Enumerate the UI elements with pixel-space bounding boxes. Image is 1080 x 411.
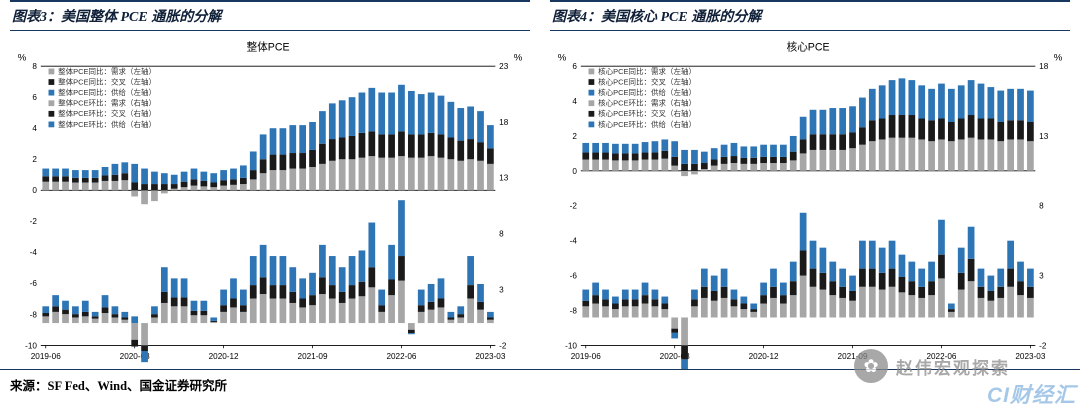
svg-text:-4: -4 [30,248,38,257]
svg-text:%: % [558,52,567,63]
chart-svg: 核心PCE% % 6 4 2 0 -2 -4 -6 -8 -10 18 13 8 3 -2 2019-06 202… [558,41,1063,369]
figure3-chart: 整体PCE%% 8 6 4 2 0 -2 -4 -6 -8 -10 23 18 13 8 3 -2 2019-06… [10,31,530,369]
source-line: 来源：SF Fed、Wind、国金证券研究所 [0,369,1080,394]
svg-text:-6: -6 [570,271,578,280]
svg-text:2020-03: 2020-03 [660,352,690,361]
chart-svg: 整体PCE% % 8 6 4 2 0 -2 -4 -6 -8 -10 23 18 13 8 3 -2 2019-06… [18,41,523,363]
svg-text:3: 3 [1039,271,1044,280]
column-right: 图表4：美国核心 PCE 通胀的分解 核心PCE%% 6 4 2 0 -2 -4 -6 -8 -1… [540,0,1080,369]
svg-text:0: 0 [572,167,577,176]
svg-text:13: 13 [499,174,509,183]
svg-text:-8: -8 [570,306,578,315]
svg-text:整体PCE同比：需求（左轴）: 整体PCE同比：需求（左轴） [58,66,156,76]
svg-text:核心PCE同比：交叉（左轴）: 核心PCE同比：交叉（左轴） [598,76,696,86]
svg-text:2023-03: 2023-03 [1015,352,1045,361]
svg-text:核心PCE环比：交叉（右轴）: 核心PCE环比：交叉（右轴） [598,108,696,118]
svg-text:4: 4 [32,124,37,133]
svg-text:6: 6 [32,93,37,102]
svg-text:%: % [1054,52,1063,63]
svg-text:2: 2 [572,132,577,141]
watermark-text: 赵伟宏观探索 [896,358,1010,378]
svg-text:2: 2 [32,155,37,164]
svg-text:%: % [514,52,523,63]
svg-text:-2: -2 [1039,341,1047,350]
svg-text:8: 8 [1039,202,1044,211]
svg-text:2020-12: 2020-12 [749,352,779,361]
svg-text:2021-09: 2021-09 [298,352,328,361]
figure4-header: 图表4：美国核心 PCE 通胀的分解 [550,0,1070,31]
svg-text:4: 4 [572,97,577,106]
watermark-logo-icon: ✿ [854,349,888,383]
svg-text:-6: -6 [30,279,38,288]
svg-text:2022-06: 2022-06 [386,352,416,361]
svg-text:整体PCE环比：需求（右轴）: 整体PCE环比：需求（右轴） [58,98,156,108]
svg-text:18: 18 [1039,62,1049,71]
svg-text:整体PCE: 整体PCE [247,41,290,54]
svg-text:核心PCE同比：需求（左轴）: 核心PCE同比：需求（左轴） [598,66,696,76]
svg-text:整体PCE环比：交叉（右轴）: 整体PCE环比：交叉（右轴） [58,108,156,118]
svg-text:-10: -10 [565,341,577,350]
svg-text:2023-03: 2023-03 [475,352,505,361]
svg-text:2019-06: 2019-06 [571,352,601,361]
svg-text:2020-12: 2020-12 [209,352,239,361]
svg-text:-2: -2 [30,217,38,226]
svg-text:-2: -2 [570,202,578,211]
watermark-blue-logo: CI财经汇 [987,384,1076,407]
svg-text:8: 8 [32,62,37,71]
svg-text:-2: -2 [499,341,507,350]
figure3-header: 图表3：美国整体 PCE 通胀的分解 [10,0,530,31]
svg-text:0: 0 [32,186,37,195]
chart-columns: 图表3：美国整体 PCE 通胀的分解 整体PCE%% 8 6 4 2 0 -2 -4 -6 -8 -… [0,0,1080,369]
watermark: ✿ 赵伟宏观探索 [854,349,1010,383]
svg-text:2020-03: 2020-03 [120,352,150,361]
svg-text:-4: -4 [570,237,578,246]
svg-text:整体PCE同比：供给（左轴）: 整体PCE同比：供给（左轴） [58,87,156,97]
column-left: 图表3：美国整体 PCE 通胀的分解 整体PCE%% 8 6 4 2 0 -2 -4 -6 -8 -… [0,0,540,369]
svg-text:核心PCE环比：供给（右轴）: 核心PCE环比：供给（右轴） [598,119,696,129]
svg-text:3: 3 [499,285,504,294]
svg-text:核心PCE: 核心PCE [787,41,830,54]
svg-text:整体PCE同比：交叉（左轴）: 整体PCE同比：交叉（左轴） [58,76,156,86]
svg-text:%: % [18,52,27,63]
svg-text:核心PCE环比：需求（右轴）: 核心PCE环比：需求（右轴） [598,98,696,108]
svg-text:2021-09: 2021-09 [838,352,868,361]
svg-text:8: 8 [499,230,504,239]
figure4-chart: 核心PCE%% 6 4 2 0 -2 -4 -6 -8 -10 18 13 8 3 -2 2019-06 202… [550,31,1070,369]
svg-text:23: 23 [499,62,509,71]
svg-text:2022-06: 2022-06 [926,352,956,361]
svg-text:-10: -10 [25,341,37,350]
svg-text:核心PCE同比：供给（左轴）: 核心PCE同比：供给（左轴） [598,87,696,97]
svg-text:2019-06: 2019-06 [31,352,61,361]
svg-text:18: 18 [499,118,509,127]
svg-text:6: 6 [572,62,577,71]
svg-text:整体PCE环比：供给（右轴）: 整体PCE环比：供给（右轴） [58,119,156,129]
svg-text:-8: -8 [30,310,38,319]
svg-text:13: 13 [1039,132,1049,141]
